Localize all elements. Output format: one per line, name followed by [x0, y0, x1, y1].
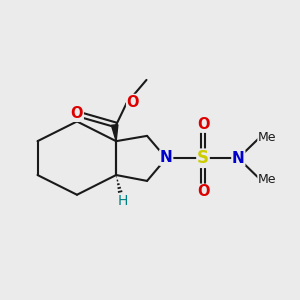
Text: O: O	[197, 184, 209, 199]
Text: N: N	[160, 150, 172, 165]
Text: O: O	[127, 94, 139, 110]
Text: O: O	[197, 117, 209, 132]
Polygon shape	[111, 125, 118, 141]
Text: N: N	[232, 151, 245, 166]
Text: S: S	[197, 149, 209, 167]
Text: Me: Me	[258, 172, 276, 186]
Text: Me: Me	[258, 131, 276, 144]
Text: O: O	[71, 106, 83, 121]
Text: H: H	[117, 194, 128, 208]
